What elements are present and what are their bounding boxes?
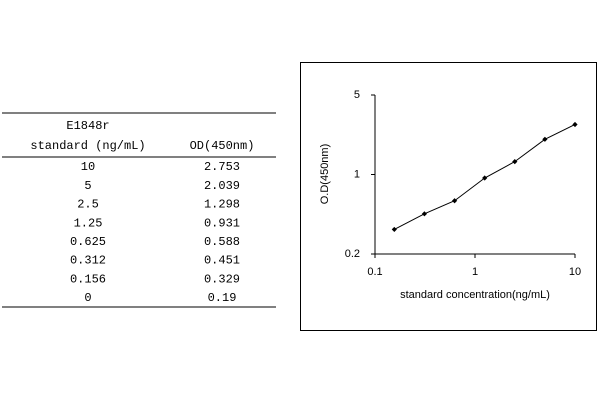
table-cell: 0.329 — [204, 272, 240, 286]
table-cell: 0.625 — [70, 235, 106, 249]
data-point — [512, 159, 518, 165]
data-point — [572, 121, 578, 128]
table-cell: 2.753 — [204, 160, 240, 174]
table-cell: 10 — [81, 160, 95, 174]
table-cell: 0.312 — [70, 254, 106, 268]
data-point — [482, 175, 488, 181]
data-point — [421, 211, 428, 217]
x-axis-label: standard concentration(ng/mL) — [400, 289, 550, 301]
table-cell: 0.451 — [204, 254, 240, 268]
table-cell: 0.19 — [208, 291, 237, 305]
column-header: OD(450nm) — [190, 139, 255, 153]
data-point — [451, 198, 458, 204]
table-cell: 0 — [84, 291, 91, 305]
data-point — [542, 136, 548, 142]
table-cell: 1.25 — [74, 216, 103, 230]
table-cell: 5 — [84, 179, 91, 193]
table-cell: 0.588 — [204, 235, 240, 249]
chart-frame — [300, 62, 597, 331]
data-point — [391, 226, 397, 233]
y-tick-label: 1 — [354, 168, 360, 180]
x-tick-label: 10 — [569, 266, 581, 278]
x-tick-label: 0.1 — [367, 266, 382, 278]
table-cell: 2.039 — [204, 179, 240, 193]
table-cell: 1.298 — [204, 198, 240, 212]
table-title: E1848r — [66, 119, 109, 133]
data-table: E1848r standard (ng/mL) OD(450nm) — [2, 112, 276, 308]
table-cell: 0.156 — [70, 272, 106, 286]
y-axis-label: O.D(450nm) — [319, 144, 331, 205]
table-cell: 0.931 — [204, 216, 240, 230]
x-tick-label: 1 — [472, 266, 478, 278]
y-tick-label: 0.2 — [345, 248, 360, 260]
y-tick-label: 5 — [354, 89, 360, 101]
table-cell: 2.5 — [77, 198, 99, 212]
column-header: standard (ng/mL) — [30, 139, 145, 153]
